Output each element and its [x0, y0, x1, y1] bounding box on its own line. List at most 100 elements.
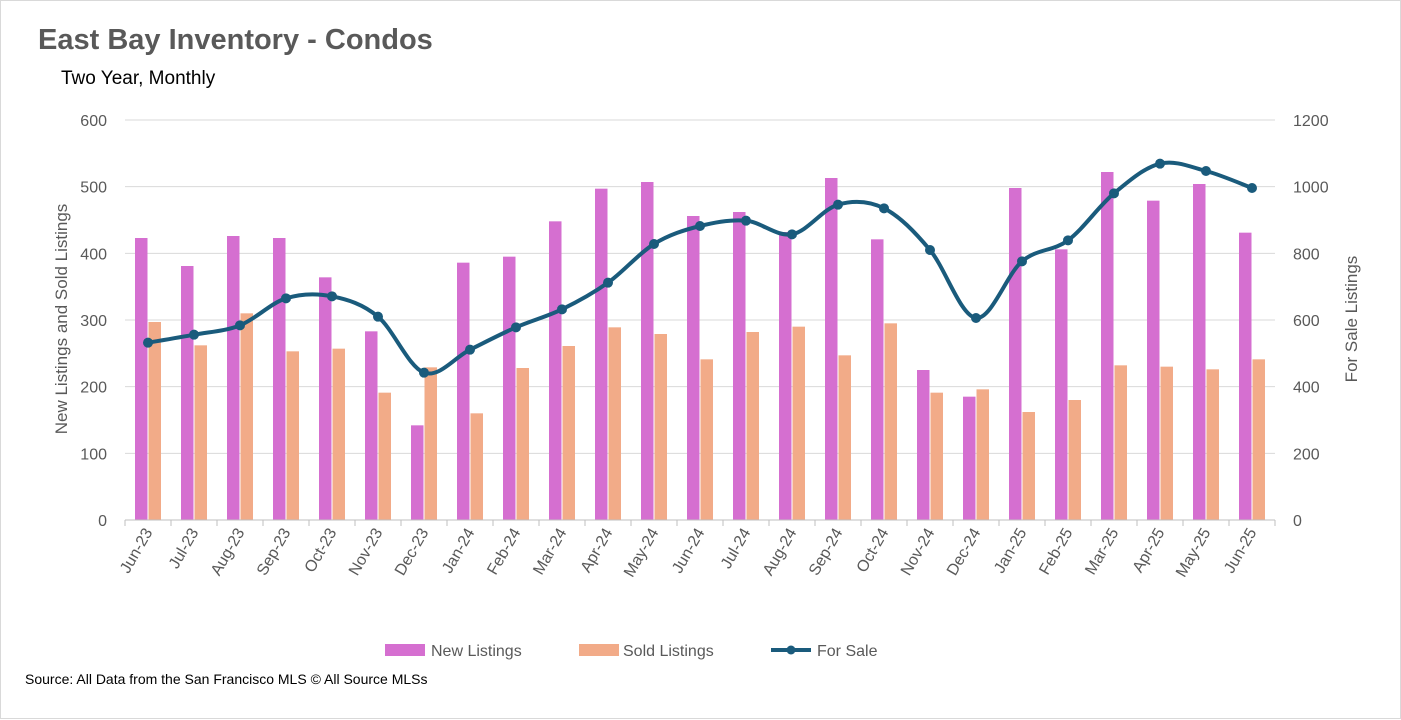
x-axis-tick-label: Oct-24 [854, 525, 893, 575]
bar-sold-listings-oct-24 [884, 323, 897, 520]
bar-sold-listings-jun-24 [700, 359, 713, 520]
for-sale-point-oct-23 [327, 291, 337, 302]
for-sale-point-oct-24 [879, 203, 889, 214]
for-sale-point-sep-23 [281, 293, 291, 304]
for-sale-point-jun-23 [143, 337, 153, 348]
x-axis-tick-label: Sep-24 [806, 525, 847, 578]
bar-new-listings-nov-24 [917, 370, 930, 520]
x-axis-tick-label: May-24 [621, 525, 662, 580]
x-axis-tick-label: Dec-23 [392, 525, 433, 578]
legend-swatch-new-listings [385, 644, 425, 656]
x-axis-tick-label: Jun-23 [117, 525, 156, 576]
bar-new-listings-feb-25 [1055, 249, 1068, 521]
bar-sold-listings-dec-23 [424, 367, 437, 520]
bar-sold-listings-jan-25 [1022, 412, 1035, 520]
legend-label-new-listings: New Listings [431, 643, 522, 660]
for-sale-point-apr-24 [603, 277, 613, 288]
bar-new-listings-jun-25 [1239, 232, 1252, 520]
right-axis-title: For Sale Listings [1342, 256, 1361, 383]
right-axis-tick-label: 600 [1293, 313, 1320, 330]
right-axis-tick-label: 200 [1293, 446, 1320, 463]
x-axis-tick-label: Apr-25 [1130, 525, 1169, 575]
x-axis-tick-label: Feb-24 [484, 525, 524, 577]
x-axis-tick-label: Dec-24 [944, 525, 985, 578]
bar-new-listings-apr-24 [595, 188, 608, 520]
x-axis-tick-label: Oct-23 [302, 525, 341, 575]
legend-label-sold-listings: Sold Listings [623, 643, 714, 660]
x-axis-tick-label: Jan-25 [991, 525, 1030, 576]
x-axis-tick-label: Sep-23 [254, 525, 295, 578]
right-axis-tick-label: 800 [1293, 246, 1320, 263]
chart-title: East Bay Inventory - Condos [38, 24, 433, 56]
x-axis-tick-label: Jul-23 [166, 525, 203, 571]
for-sale-point-aug-23 [235, 320, 245, 331]
for-sale-point-feb-25 [1063, 235, 1073, 246]
bar-sold-listings-may-24 [654, 334, 667, 520]
x-axis-tick-label: Aug-23 [208, 525, 249, 578]
bar-new-listings-aug-23 [227, 236, 240, 520]
x-axis-tick-label: Feb-25 [1036, 525, 1076, 577]
for-sale-point-mar-25 [1109, 188, 1119, 199]
bar-new-listings-feb-24 [503, 256, 516, 520]
bar-new-listings-jul-23 [181, 266, 194, 520]
right-axis-tick-label: 400 [1293, 380, 1320, 397]
for-sale-point-may-24 [649, 239, 659, 249]
for-sale-line [147, 160, 1253, 376]
bar-new-listings-apr-25 [1147, 200, 1160, 520]
left-axis-tick-label: 300 [80, 313, 107, 330]
for-sale-line-group [143, 158, 1257, 378]
bar-sold-listings-aug-24 [792, 326, 805, 520]
bar-new-listings-oct-23 [319, 277, 332, 520]
bar-sold-listings-feb-24 [516, 368, 529, 520]
for-sale-point-feb-24 [511, 322, 521, 333]
bars-group [135, 172, 1265, 521]
legend-swatch-sold-listings [579, 644, 619, 656]
x-axis-tick-label: May-25 [1173, 525, 1214, 580]
x-axis-tick-label: Mar-24 [530, 525, 570, 577]
left-axis-tick-label: 400 [80, 246, 107, 263]
x-axis-tick-label: Nov-23 [346, 525, 387, 578]
for-sale-point-sep-24 [833, 199, 843, 210]
bar-new-listings-aug-24 [779, 232, 792, 520]
source-note: Source: All Data from the San Francisco … [25, 671, 427, 687]
bar-new-listings-may-24 [641, 182, 654, 520]
x-axis-tick-label: Jun-25 [1221, 525, 1260, 576]
bar-sold-listings-mar-24 [562, 346, 575, 520]
bar-sold-listings-nov-23 [378, 392, 391, 520]
bar-sold-listings-mar-25 [1114, 365, 1127, 520]
bar-new-listings-jan-25 [1009, 188, 1022, 520]
bar-new-listings-sep-23 [273, 238, 286, 520]
bar-sold-listings-dec-24 [976, 389, 989, 520]
bar-new-listings-jun-24 [687, 216, 700, 520]
bar-sold-listings-jun-23 [148, 322, 161, 520]
bar-sold-listings-jun-25 [1252, 359, 1265, 520]
right-axis-tick-label: 1000 [1293, 180, 1329, 197]
bar-sold-listings-apr-24 [608, 327, 621, 520]
for-sale-point-dec-23 [419, 367, 429, 378]
for-sale-point-apr-25 [1155, 158, 1165, 169]
bar-new-listings-may-25 [1193, 184, 1206, 520]
for-sale-point-mar-24 [557, 304, 567, 315]
bar-new-listings-jun-23 [135, 238, 148, 520]
for-sale-point-nov-23 [373, 311, 383, 322]
bar-new-listings-mar-24 [549, 221, 562, 521]
for-sale-point-jun-25 [1247, 183, 1257, 193]
for-sale-point-jan-25 [1017, 256, 1027, 267]
x-axis-tick-label: Jan-24 [439, 525, 478, 576]
bar-sold-listings-sep-23 [286, 351, 299, 520]
for-sale-point-jan-24 [465, 344, 475, 355]
for-sale-point-jun-24 [695, 221, 705, 231]
bar-new-listings-nov-23 [365, 331, 378, 520]
bar-sold-listings-sep-24 [838, 355, 851, 520]
bar-new-listings-dec-24 [963, 396, 976, 520]
x-axis-tick-label: Apr-24 [578, 525, 617, 575]
legend-swatch-for-sale-marker [786, 645, 796, 655]
bar-sold-listings-jul-24 [746, 332, 759, 520]
legend: New Listings Sold Listings For Sale [385, 643, 878, 660]
bar-sold-listings-may-25 [1206, 369, 1219, 520]
bar-new-listings-jan-24 [457, 262, 470, 520]
bar-sold-listings-oct-23 [332, 348, 345, 520]
x-axis-tick-label: Mar-25 [1082, 525, 1122, 577]
